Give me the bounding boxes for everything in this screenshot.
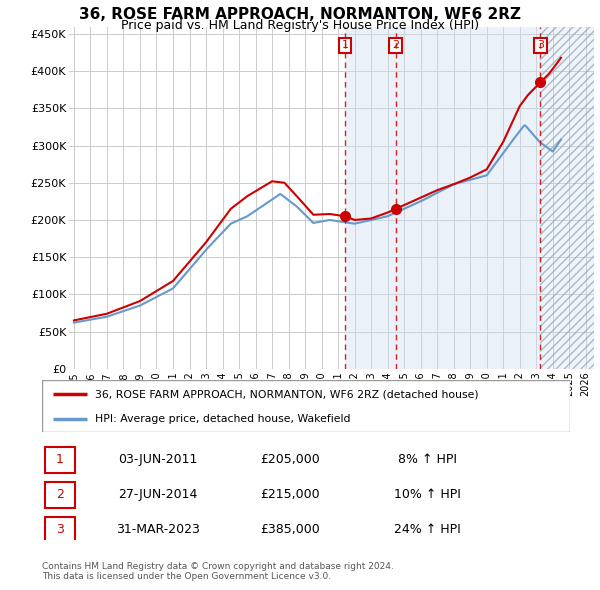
Text: 1: 1 [56,453,64,466]
Text: 36, ROSE FARM APPROACH, NORMANTON, WF6 2RZ: 36, ROSE FARM APPROACH, NORMANTON, WF6 2… [79,7,521,22]
Bar [541,27,594,369]
Text: 1: 1 [341,40,349,50]
Text: 3: 3 [537,40,544,50]
Text: 24% ↑ HPI: 24% ↑ HPI [394,523,461,536]
Text: Contains HM Land Registry data © Crown copyright and database right 2024.
This d: Contains HM Land Registry data © Crown c… [42,562,394,581]
FancyBboxPatch shape [44,517,75,543]
FancyBboxPatch shape [42,380,570,432]
Text: Price paid vs. HM Land Registry's House Price Index (HPI): Price paid vs. HM Land Registry's House … [121,19,479,32]
Bar [396,27,541,369]
Bar [345,27,396,369]
Text: 10% ↑ HPI: 10% ↑ HPI [394,488,461,501]
Text: £385,000: £385,000 [260,523,320,536]
Text: 2: 2 [56,488,64,501]
Text: HPI: Average price, detached house, Wakefield: HPI: Average price, detached house, Wake… [95,414,350,424]
Text: 31-MAR-2023: 31-MAR-2023 [116,523,200,536]
Bar [541,27,594,369]
Text: 3: 3 [56,523,64,536]
Text: £205,000: £205,000 [260,453,320,466]
Text: 8% ↑ HPI: 8% ↑ HPI [398,453,457,466]
FancyBboxPatch shape [44,482,75,508]
Text: 36, ROSE FARM APPROACH, NORMANTON, WF6 2RZ (detached house): 36, ROSE FARM APPROACH, NORMANTON, WF6 2… [95,389,478,399]
Text: £215,000: £215,000 [260,488,320,501]
Text: 03-JUN-2011: 03-JUN-2011 [118,453,198,466]
Text: 27-JUN-2014: 27-JUN-2014 [118,488,198,501]
FancyBboxPatch shape [44,447,75,473]
Text: 2: 2 [392,40,399,50]
